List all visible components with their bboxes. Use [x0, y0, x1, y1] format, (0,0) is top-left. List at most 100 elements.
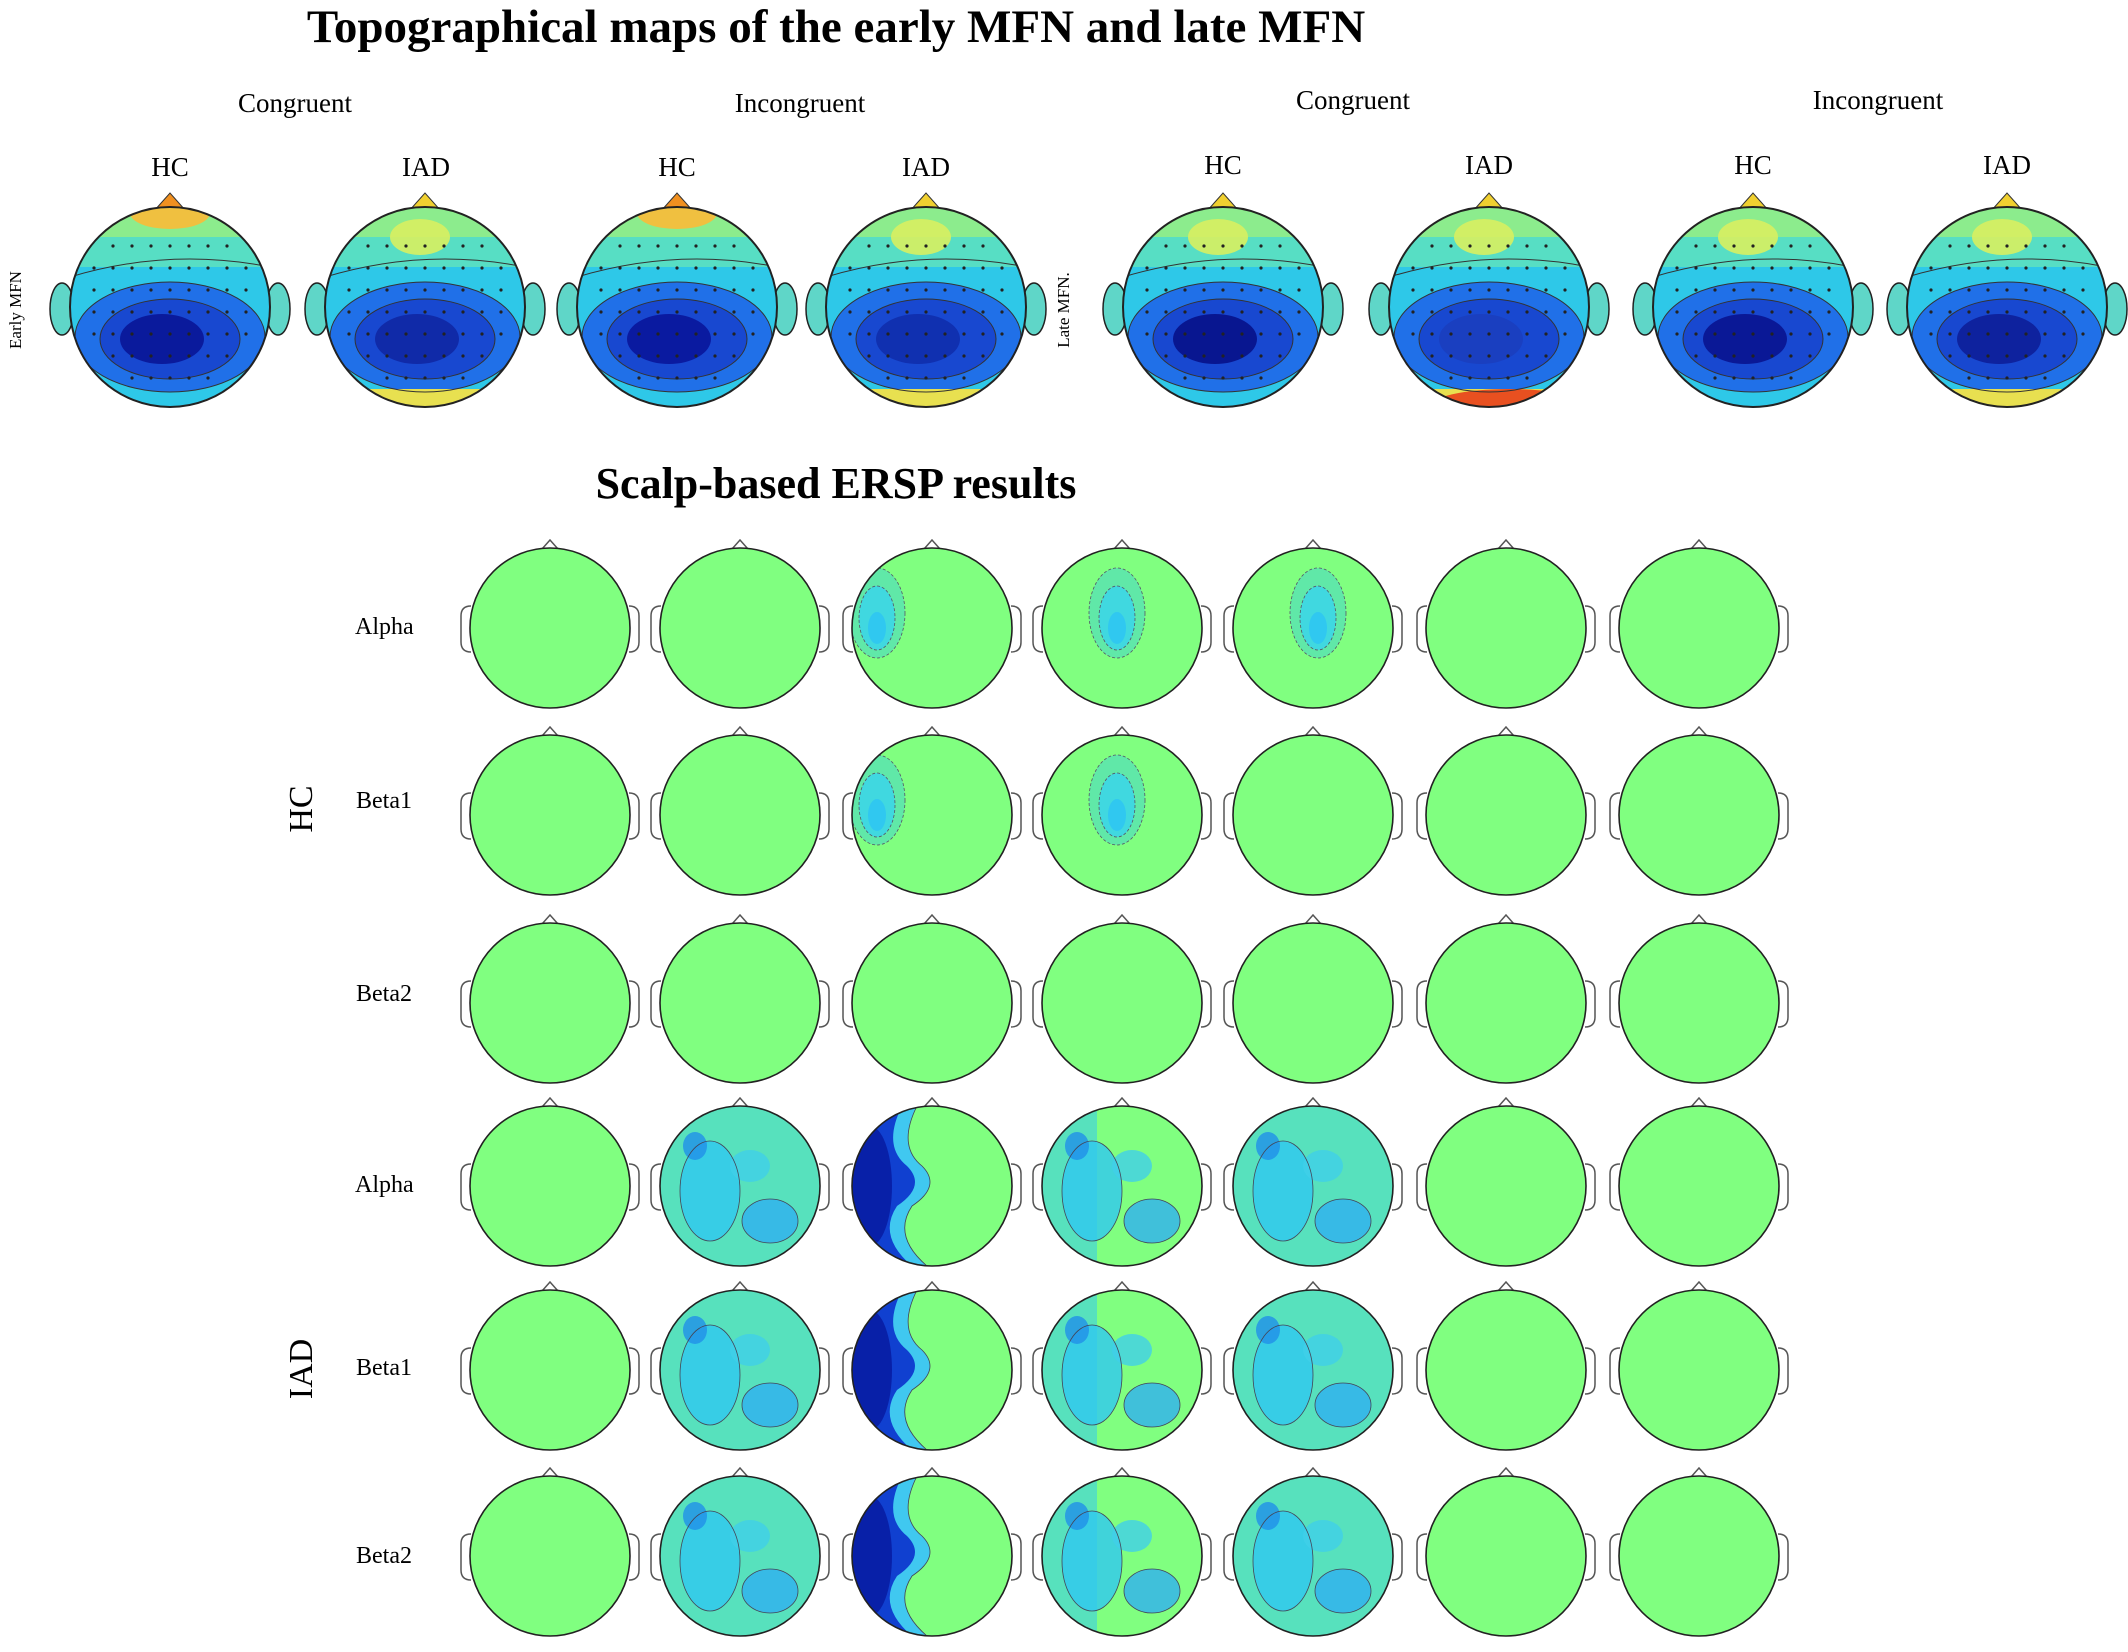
right-ear [628, 1163, 640, 1211]
head-outline [659, 1475, 821, 1637]
head-outline [1232, 734, 1394, 896]
head-outline [851, 547, 1013, 709]
left-ear [1223, 1533, 1235, 1581]
head-outline [1425, 1475, 1587, 1637]
head-outline [469, 547, 631, 709]
ersp-map [1416, 1466, 1596, 1637]
ersp-map [650, 538, 830, 709]
nose [923, 725, 941, 737]
nose [731, 538, 749, 550]
left-ear [460, 605, 472, 653]
nose [1304, 1466, 1322, 1478]
group-label: IAD [1983, 150, 2031, 180]
right-ear [1200, 1347, 1212, 1395]
head-outline [1618, 1289, 1780, 1451]
group-label: HC [658, 152, 696, 182]
left-ear [1609, 1347, 1621, 1395]
head-outline [851, 734, 1013, 896]
right-ear [1010, 605, 1022, 653]
nose [923, 1096, 941, 1108]
left-ear [1416, 792, 1428, 840]
nose [1113, 725, 1131, 737]
group-label: HC [151, 152, 189, 182]
head-outline [1425, 922, 1587, 1084]
nose [1690, 1096, 1708, 1108]
head-outline [1906, 206, 2108, 408]
left-ear [1416, 980, 1428, 1028]
left-ear [1223, 605, 1235, 653]
head-outline [1041, 734, 1203, 896]
ersp-map [460, 725, 640, 896]
ersp-map [1032, 1096, 1212, 1267]
left-ear [1609, 980, 1621, 1028]
left-ear [1416, 1533, 1428, 1581]
right-ear [1391, 1533, 1403, 1581]
ersp-map [842, 913, 1022, 1084]
head-outline [1618, 1475, 1780, 1637]
ersp-map [1223, 913, 1403, 1084]
ersp-map [1223, 1280, 1403, 1451]
ersp-map [460, 538, 640, 709]
left-ear [650, 980, 662, 1028]
right-ear [818, 792, 830, 840]
head-outline [1232, 1105, 1394, 1267]
nose [1497, 1096, 1515, 1108]
nose [1690, 725, 1708, 737]
nose [731, 1096, 749, 1108]
nose [923, 1280, 941, 1292]
ersp-map [1609, 538, 1789, 709]
ersp-map [460, 913, 640, 1084]
nose [1690, 538, 1708, 550]
head-outline [324, 206, 526, 408]
nose [1497, 725, 1515, 737]
left-ear [1416, 1163, 1428, 1211]
left-ear [650, 792, 662, 840]
group-label: HC [1734, 150, 1772, 180]
ersp-map [1609, 725, 1789, 896]
right-ear [818, 1533, 830, 1581]
nose [1690, 1280, 1708, 1292]
left-ear [460, 980, 472, 1028]
right-ear [818, 605, 830, 653]
nose [1304, 538, 1322, 550]
topo-map [1886, 192, 2128, 408]
head-outline [1618, 734, 1780, 896]
topo-title: Topographical maps of the early MFN and … [306, 1, 1366, 53]
right-ear [628, 605, 640, 653]
right-ear [1200, 980, 1212, 1028]
left-ear [1609, 1533, 1621, 1581]
nose [541, 1466, 559, 1478]
right-ear [1584, 1347, 1596, 1395]
right-ear [1777, 1163, 1789, 1211]
left-ear [1223, 980, 1235, 1028]
nose [731, 1280, 749, 1292]
ersp-map [1032, 913, 1212, 1084]
ersp-map [1609, 913, 1789, 1084]
right-ear [628, 1533, 640, 1581]
ersp-map [1416, 1096, 1596, 1267]
ersp-map [842, 725, 1022, 896]
right-ear [1010, 1533, 1022, 1581]
ersp-map [1416, 725, 1596, 896]
right-ear [1584, 1533, 1596, 1581]
right-ear [1391, 792, 1403, 840]
topo-map [1368, 192, 1610, 408]
nose [1497, 913, 1515, 925]
nose [1113, 538, 1131, 550]
ersp-map [842, 1096, 1022, 1267]
nose [1497, 1280, 1515, 1292]
right-ear [1391, 1347, 1403, 1395]
left-ear [650, 605, 662, 653]
nose [541, 538, 559, 550]
band-label: Alpha [355, 614, 414, 640]
condition-label: Incongruent [1812, 85, 1944, 115]
left-ear [1416, 1347, 1428, 1395]
topo-map [304, 192, 546, 408]
head-outline [1652, 206, 1854, 408]
ersp-map [650, 1466, 830, 1637]
head-outline [469, 734, 631, 896]
left-ear [650, 1533, 662, 1581]
left-ear [842, 1533, 854, 1581]
right-ear [628, 1347, 640, 1395]
left-ear [650, 1163, 662, 1211]
